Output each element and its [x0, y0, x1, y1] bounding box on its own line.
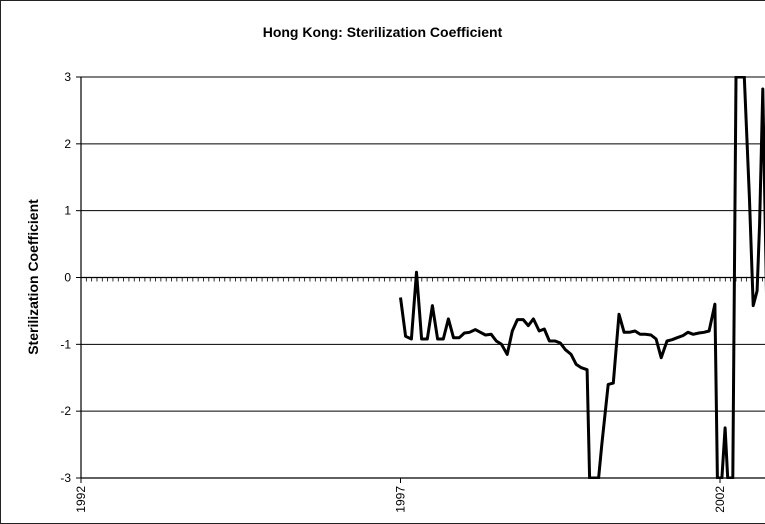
x-tick-label: 1997	[394, 486, 408, 513]
y-tick-label: 2	[64, 137, 71, 151]
y-tick-label: 0	[64, 271, 71, 285]
series-line	[399, 76, 765, 479]
x-tick-label: 2002	[713, 486, 727, 513]
x-tick-label: 1992	[74, 486, 88, 513]
y-tick-label: -3	[60, 471, 71, 485]
y-tick-label: -1	[60, 337, 71, 351]
y-tick-label: 1	[64, 204, 71, 218]
y-tick-label: -2	[60, 404, 71, 418]
chart-title: Hong Kong: Sterilization Coefficient	[262, 24, 503, 40]
y-tick-label: 3	[64, 70, 71, 84]
